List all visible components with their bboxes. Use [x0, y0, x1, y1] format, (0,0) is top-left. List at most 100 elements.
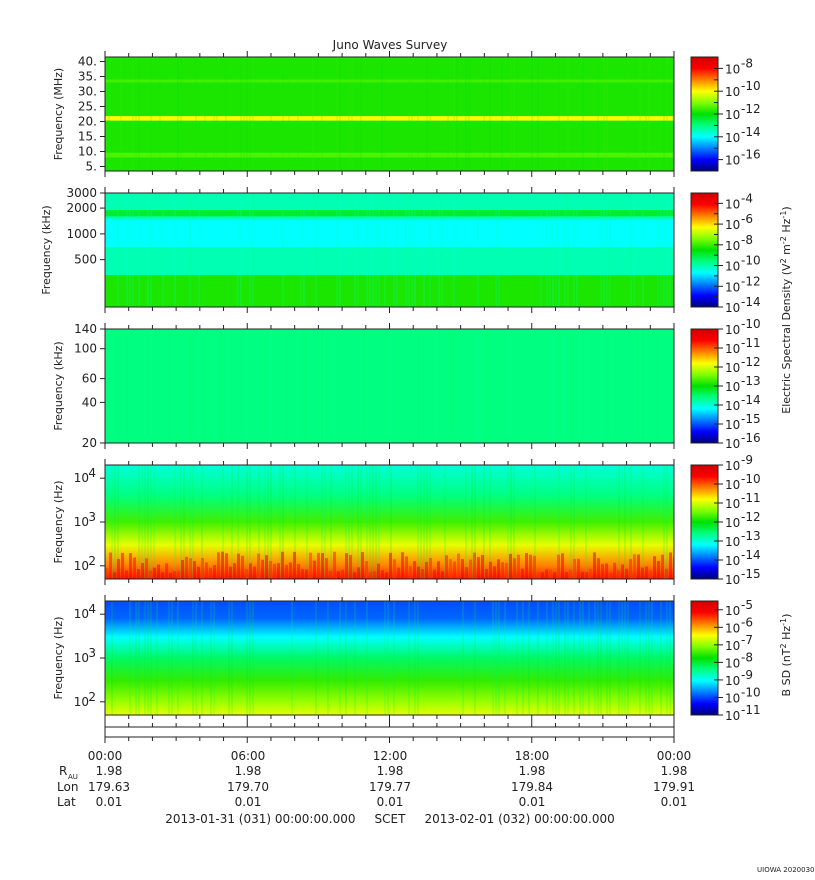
colorbar-tick-label: 10 [725, 131, 740, 145]
ephemeris-value: 179.91 [653, 780, 695, 794]
colorbar-tick-label: 10 [725, 604, 740, 618]
y-tick-label: 40. [78, 55, 97, 69]
time-axis: 00:00 06:00 12:00 18:00 00:00 R AU 1.98 1.98 1.98… [57, 721, 695, 826]
time-tick-label: 00:00 [88, 749, 123, 763]
y-tick-label: 10 [74, 651, 89, 665]
colorbar-tick-label: 10 [725, 154, 740, 168]
colorbar-tick-label: 10 [725, 437, 740, 451]
watermark: UIOWA 20200306 [757, 866, 815, 874]
y-tick-exponent: 2 [88, 554, 96, 568]
colorbar-axis-labels: Electric Spectral Density (V2 m-2 Hz-1) B… [779, 206, 794, 696]
y-tick-exponent: 3 [88, 646, 96, 660]
colorbar-tick-exponent: -6 [741, 212, 753, 226]
colorbar-tick-label: 10 [725, 361, 740, 375]
ephemeris-value: 179.63 [88, 780, 130, 794]
colorbar-tick-label: 10 [725, 380, 740, 394]
y-axis-label: Frequency (Hz) [52, 617, 65, 700]
y-tick-label: 30. [78, 85, 97, 99]
colorbar-tick-label: 10 [725, 323, 740, 337]
ephemeris-value: 1.98 [96, 764, 123, 778]
colorbar-tick-label: 10 [725, 108, 740, 122]
colorbar-tick-exponent: -12 [741, 102, 761, 116]
ephemeris-value: 0.01 [235, 795, 262, 809]
y-tick-label: 3000 [66, 186, 97, 200]
y-axis-label: Frequency (Hz) [52, 481, 65, 564]
colorbar-tick-label: 10 [725, 535, 740, 549]
y-tick-exponent: 3 [88, 510, 96, 524]
colorbar-tick-label: 10 [725, 674, 740, 688]
colorbar-tick-exponent: -5 [741, 598, 753, 612]
y-axis-label: Frequency (kHz) [40, 205, 53, 294]
colorbar-tick-exponent: -13 [741, 529, 761, 543]
ephemeris-value: 1.98 [377, 764, 404, 778]
colorbar-tick-label: 10 [725, 342, 740, 356]
ephemeris-value: 179.70 [227, 780, 269, 794]
colorbar-tick-exponent: -10 [741, 317, 761, 331]
colorbar-tick-exponent: -4 [741, 191, 753, 205]
scet-range-label: 2013-01-31 (031) 00:00:00.000 SCET 2013-… [165, 812, 615, 826]
ephemeris-value: 179.77 [369, 780, 411, 794]
colorbar-tick-label: 10 [725, 218, 740, 232]
y-tick-label: 20. [78, 115, 97, 129]
colorbar-tick-label: 10 [725, 260, 740, 274]
y-tick-label: 35. [78, 70, 97, 84]
ephemeris-value: 0.01 [519, 795, 546, 809]
colorbar-tick-exponent: -16 [741, 431, 761, 445]
colorbar-tick-label: 10 [725, 478, 740, 492]
y-tick-label: 10 [74, 695, 89, 709]
y-tick-label: 100 [74, 342, 97, 356]
colorbar-tick-label: 10 [725, 197, 740, 211]
y-tick-label: 10 [74, 559, 89, 573]
y-tick-label: 10 [74, 471, 89, 485]
colorbar-tick-exponent: -12 [741, 274, 761, 288]
ephemeris-row-label: R [59, 764, 67, 778]
spectrogram-image [105, 465, 674, 579]
colorbar-tick-exponent: -12 [741, 510, 761, 524]
y-tick-label: 10 [74, 607, 89, 621]
colorbar-tick-exponent: -6 [741, 615, 753, 629]
time-tick-label: 12:00 [373, 749, 408, 763]
colorbar-tick-label: 10 [725, 621, 740, 635]
ephemeris-row-subscript: AU [68, 773, 78, 781]
ephemeris-value: 1.98 [235, 764, 262, 778]
y-tick-label: 5. [86, 160, 97, 174]
electric-spectral-density-label: Electric Spectral Density (V2 m-2 Hz-1) [779, 206, 794, 413]
b-sd-label: B SD (nT2 Hz-1) [779, 614, 794, 697]
spectrogram-image [105, 57, 674, 171]
spectrogram-image [105, 193, 674, 307]
colorbar-tick-label: 10 [725, 497, 740, 511]
colorbar-tick-exponent: -10 [741, 79, 761, 93]
figure-title: Juno Waves Survey [332, 38, 448, 52]
y-tick-label: 500 [74, 253, 97, 267]
colorbar-tick-exponent: -14 [741, 548, 761, 562]
y-tick-exponent: 4 [88, 602, 96, 616]
colorbar-tick-exponent: -14 [741, 125, 761, 139]
colorbar-tick-exponent: -9 [741, 453, 753, 467]
y-tick-exponent: 2 [88, 690, 96, 704]
ephemeris-value: 1.98 [519, 764, 546, 778]
colorbar-tick-exponent: -11 [741, 491, 761, 505]
colorbar-tick-label: 10 [725, 516, 740, 530]
colorbar-tick-label: 10 [725, 709, 740, 723]
colorbar-tick-label: 10 [725, 459, 740, 473]
y-axis-label: Frequency (kHz) [52, 341, 65, 430]
colorbar-tick-label: 10 [725, 399, 740, 413]
colorbar-tick-exponent: -14 [741, 295, 761, 309]
y-tick-label: 10 [74, 515, 89, 529]
time-tick-label: 00:00 [657, 749, 692, 763]
colorbar-tick-exponent: -11 [741, 703, 761, 717]
colorbar-tick-exponent: -10 [741, 472, 761, 486]
y-tick-exponent: 4 [88, 466, 96, 480]
ephemeris-row-label: Lon [57, 780, 78, 794]
time-tick-label: 18:00 [515, 749, 550, 763]
colorbar-tick-exponent: -7 [741, 633, 753, 647]
y-axis-label: Frequency (MHz) [52, 68, 65, 160]
